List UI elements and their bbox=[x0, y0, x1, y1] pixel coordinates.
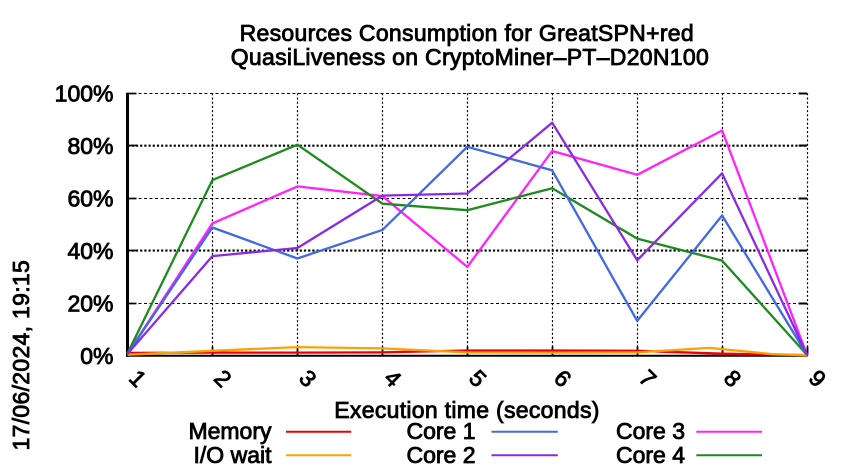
svg-text:1: 1 bbox=[124, 365, 151, 392]
svg-text:40%: 40% bbox=[67, 238, 113, 264]
svg-text:9: 9 bbox=[804, 365, 831, 392]
svg-text:3: 3 bbox=[294, 365, 321, 392]
svg-text:17/06/2024, 19:15: 17/06/2024, 19:15 bbox=[8, 260, 34, 451]
svg-text:8: 8 bbox=[719, 365, 746, 392]
svg-text:Core 2: Core 2 bbox=[406, 442, 475, 468]
svg-text:Core 1: Core 1 bbox=[406, 418, 475, 444]
svg-text:Memory: Memory bbox=[188, 418, 272, 444]
svg-text:Resources Consumption for Grea: Resources Consumption for GreatSPN+red bbox=[240, 20, 694, 46]
svg-text:80%: 80% bbox=[67, 133, 113, 159]
svg-text:7: 7 bbox=[634, 365, 661, 392]
svg-text:Core 4: Core 4 bbox=[616, 442, 685, 468]
svg-text:60%: 60% bbox=[67, 186, 113, 212]
svg-text:I/O wait: I/O wait bbox=[194, 442, 273, 468]
svg-text:0%: 0% bbox=[80, 343, 113, 369]
svg-text:QuasiLiveness on CryptoMiner–P: QuasiLiveness on CryptoMiner–PT–D20N100 bbox=[231, 44, 709, 70]
svg-text:Core 3: Core 3 bbox=[616, 418, 685, 444]
svg-text:20%: 20% bbox=[67, 290, 113, 316]
svg-text:5: 5 bbox=[464, 365, 491, 392]
svg-text:4: 4 bbox=[379, 365, 407, 393]
svg-text:6: 6 bbox=[549, 365, 576, 392]
svg-text:2: 2 bbox=[209, 365, 236, 392]
svg-text:Execution time (seconds): Execution time (seconds) bbox=[334, 397, 599, 423]
svg-text:100%: 100% bbox=[55, 81, 114, 107]
